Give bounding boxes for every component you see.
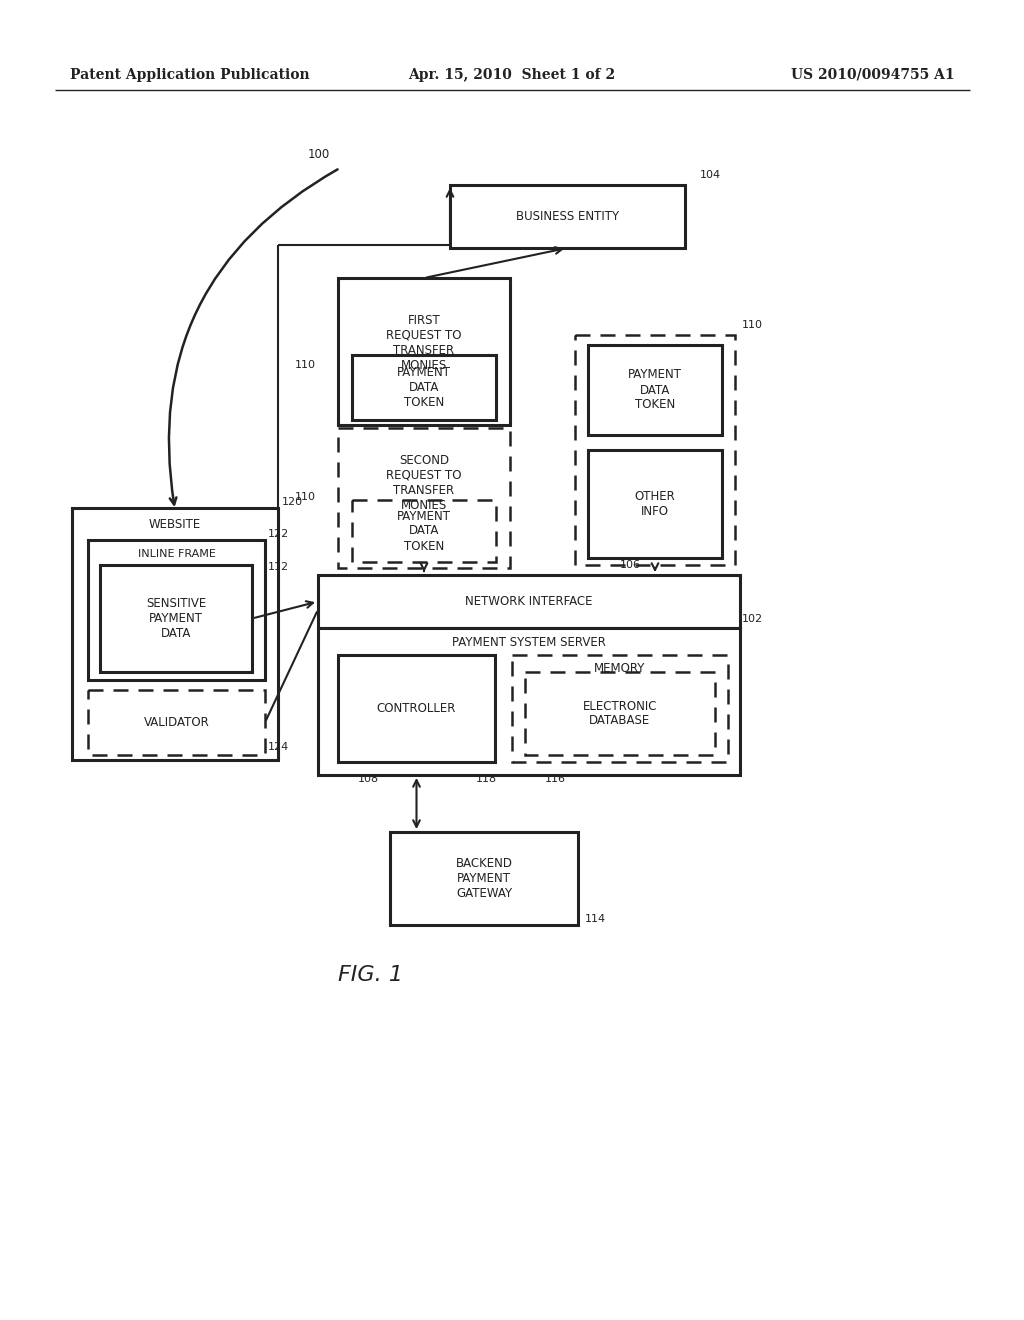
Text: 102: 102 xyxy=(742,614,763,624)
Text: 104: 104 xyxy=(700,170,721,180)
Text: PAYMENT
DATA
TOKEN: PAYMENT DATA TOKEN xyxy=(628,368,682,412)
Text: ELECTRONIC
DATABASE: ELECTRONIC DATABASE xyxy=(583,700,657,727)
Bar xyxy=(338,279,510,425)
Bar xyxy=(352,500,496,562)
Text: 108: 108 xyxy=(358,774,379,784)
Text: PAYMENT
DATA
TOKEN: PAYMENT DATA TOKEN xyxy=(397,366,451,409)
Text: 110: 110 xyxy=(295,360,316,370)
Bar xyxy=(450,185,685,248)
Text: SENSITIVE
PAYMENT
DATA: SENSITIVE PAYMENT DATA xyxy=(145,597,206,640)
Text: 116: 116 xyxy=(545,774,566,784)
Bar xyxy=(88,540,265,680)
Text: PAYMENT
DATA
TOKEN: PAYMENT DATA TOKEN xyxy=(397,510,451,553)
Text: WEBSITE: WEBSITE xyxy=(148,517,201,531)
Text: Apr. 15, 2010  Sheet 1 of 2: Apr. 15, 2010 Sheet 1 of 2 xyxy=(409,69,615,82)
Text: 110: 110 xyxy=(295,492,316,502)
Bar xyxy=(512,655,728,762)
Text: MEMORY: MEMORY xyxy=(594,663,646,676)
Bar xyxy=(525,672,715,755)
Text: 112: 112 xyxy=(268,562,289,572)
Text: US 2010/0094755 A1: US 2010/0094755 A1 xyxy=(792,69,955,82)
Text: 106: 106 xyxy=(620,560,641,570)
Bar xyxy=(88,690,265,755)
Text: 124: 124 xyxy=(268,742,289,752)
Text: INLINE FRAME: INLINE FRAME xyxy=(137,549,215,558)
Bar xyxy=(390,832,578,925)
Text: 100: 100 xyxy=(308,148,331,161)
Bar xyxy=(352,355,496,420)
Text: SECOND
REQUEST TO
TRANSFER
MONIES: SECOND REQUEST TO TRANSFER MONIES xyxy=(386,454,462,512)
Text: FIRST
REQUEST TO
TRANSFER
MONIES: FIRST REQUEST TO TRANSFER MONIES xyxy=(386,314,462,372)
Text: BACKEND
PAYMENT
GATEWAY: BACKEND PAYMENT GATEWAY xyxy=(456,857,512,900)
Bar xyxy=(588,450,722,558)
Text: FIG. 1: FIG. 1 xyxy=(338,965,402,985)
Text: 118: 118 xyxy=(476,774,497,784)
Bar xyxy=(100,565,252,672)
Text: 114: 114 xyxy=(585,913,606,924)
Bar xyxy=(338,655,495,762)
Bar xyxy=(318,576,740,628)
Bar xyxy=(575,335,735,565)
Text: 120: 120 xyxy=(282,498,303,507)
Text: CONTROLLER: CONTROLLER xyxy=(377,702,456,715)
Text: PAYMENT SYSTEM SERVER: PAYMENT SYSTEM SERVER xyxy=(452,635,606,648)
Text: VALIDATOR: VALIDATOR xyxy=(143,715,209,729)
Bar xyxy=(588,345,722,436)
Text: BUSINESS ENTITY: BUSINESS ENTITY xyxy=(516,210,620,223)
Text: Patent Application Publication: Patent Application Publication xyxy=(70,69,309,82)
Text: OTHER
INFO: OTHER INFO xyxy=(635,490,676,517)
Text: 110: 110 xyxy=(742,319,763,330)
Bar xyxy=(318,628,740,775)
Bar xyxy=(338,428,510,568)
Text: NETWORK INTERFACE: NETWORK INTERFACE xyxy=(465,595,593,609)
Text: 122: 122 xyxy=(268,529,289,539)
Bar xyxy=(72,508,278,760)
